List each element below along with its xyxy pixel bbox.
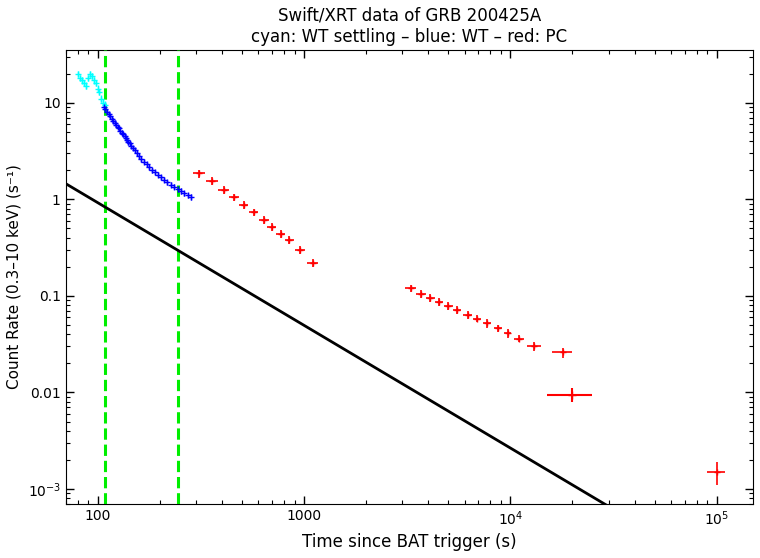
Title: Swift/XRT data of GRB 200425A
cyan: WT settling – blue: WT – red: PC: Swift/XRT data of GRB 200425A cyan: WT s… — [252, 7, 568, 46]
Y-axis label: Count Rate (0.3–10 keV) (s⁻¹): Count Rate (0.3–10 keV) (s⁻¹) — [7, 165, 22, 389]
X-axis label: Time since BAT trigger (s): Time since BAT trigger (s) — [302, 533, 517, 551]
